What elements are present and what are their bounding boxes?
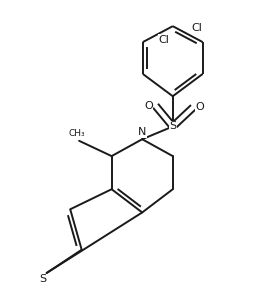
Text: N: N — [138, 127, 146, 137]
Text: O: O — [196, 102, 205, 112]
Text: Cl: Cl — [191, 23, 202, 33]
Text: Cl: Cl — [158, 35, 169, 45]
Text: CH₃: CH₃ — [68, 129, 85, 138]
Text: O: O — [144, 101, 153, 111]
Text: S: S — [169, 122, 176, 132]
Text: S: S — [39, 274, 46, 284]
